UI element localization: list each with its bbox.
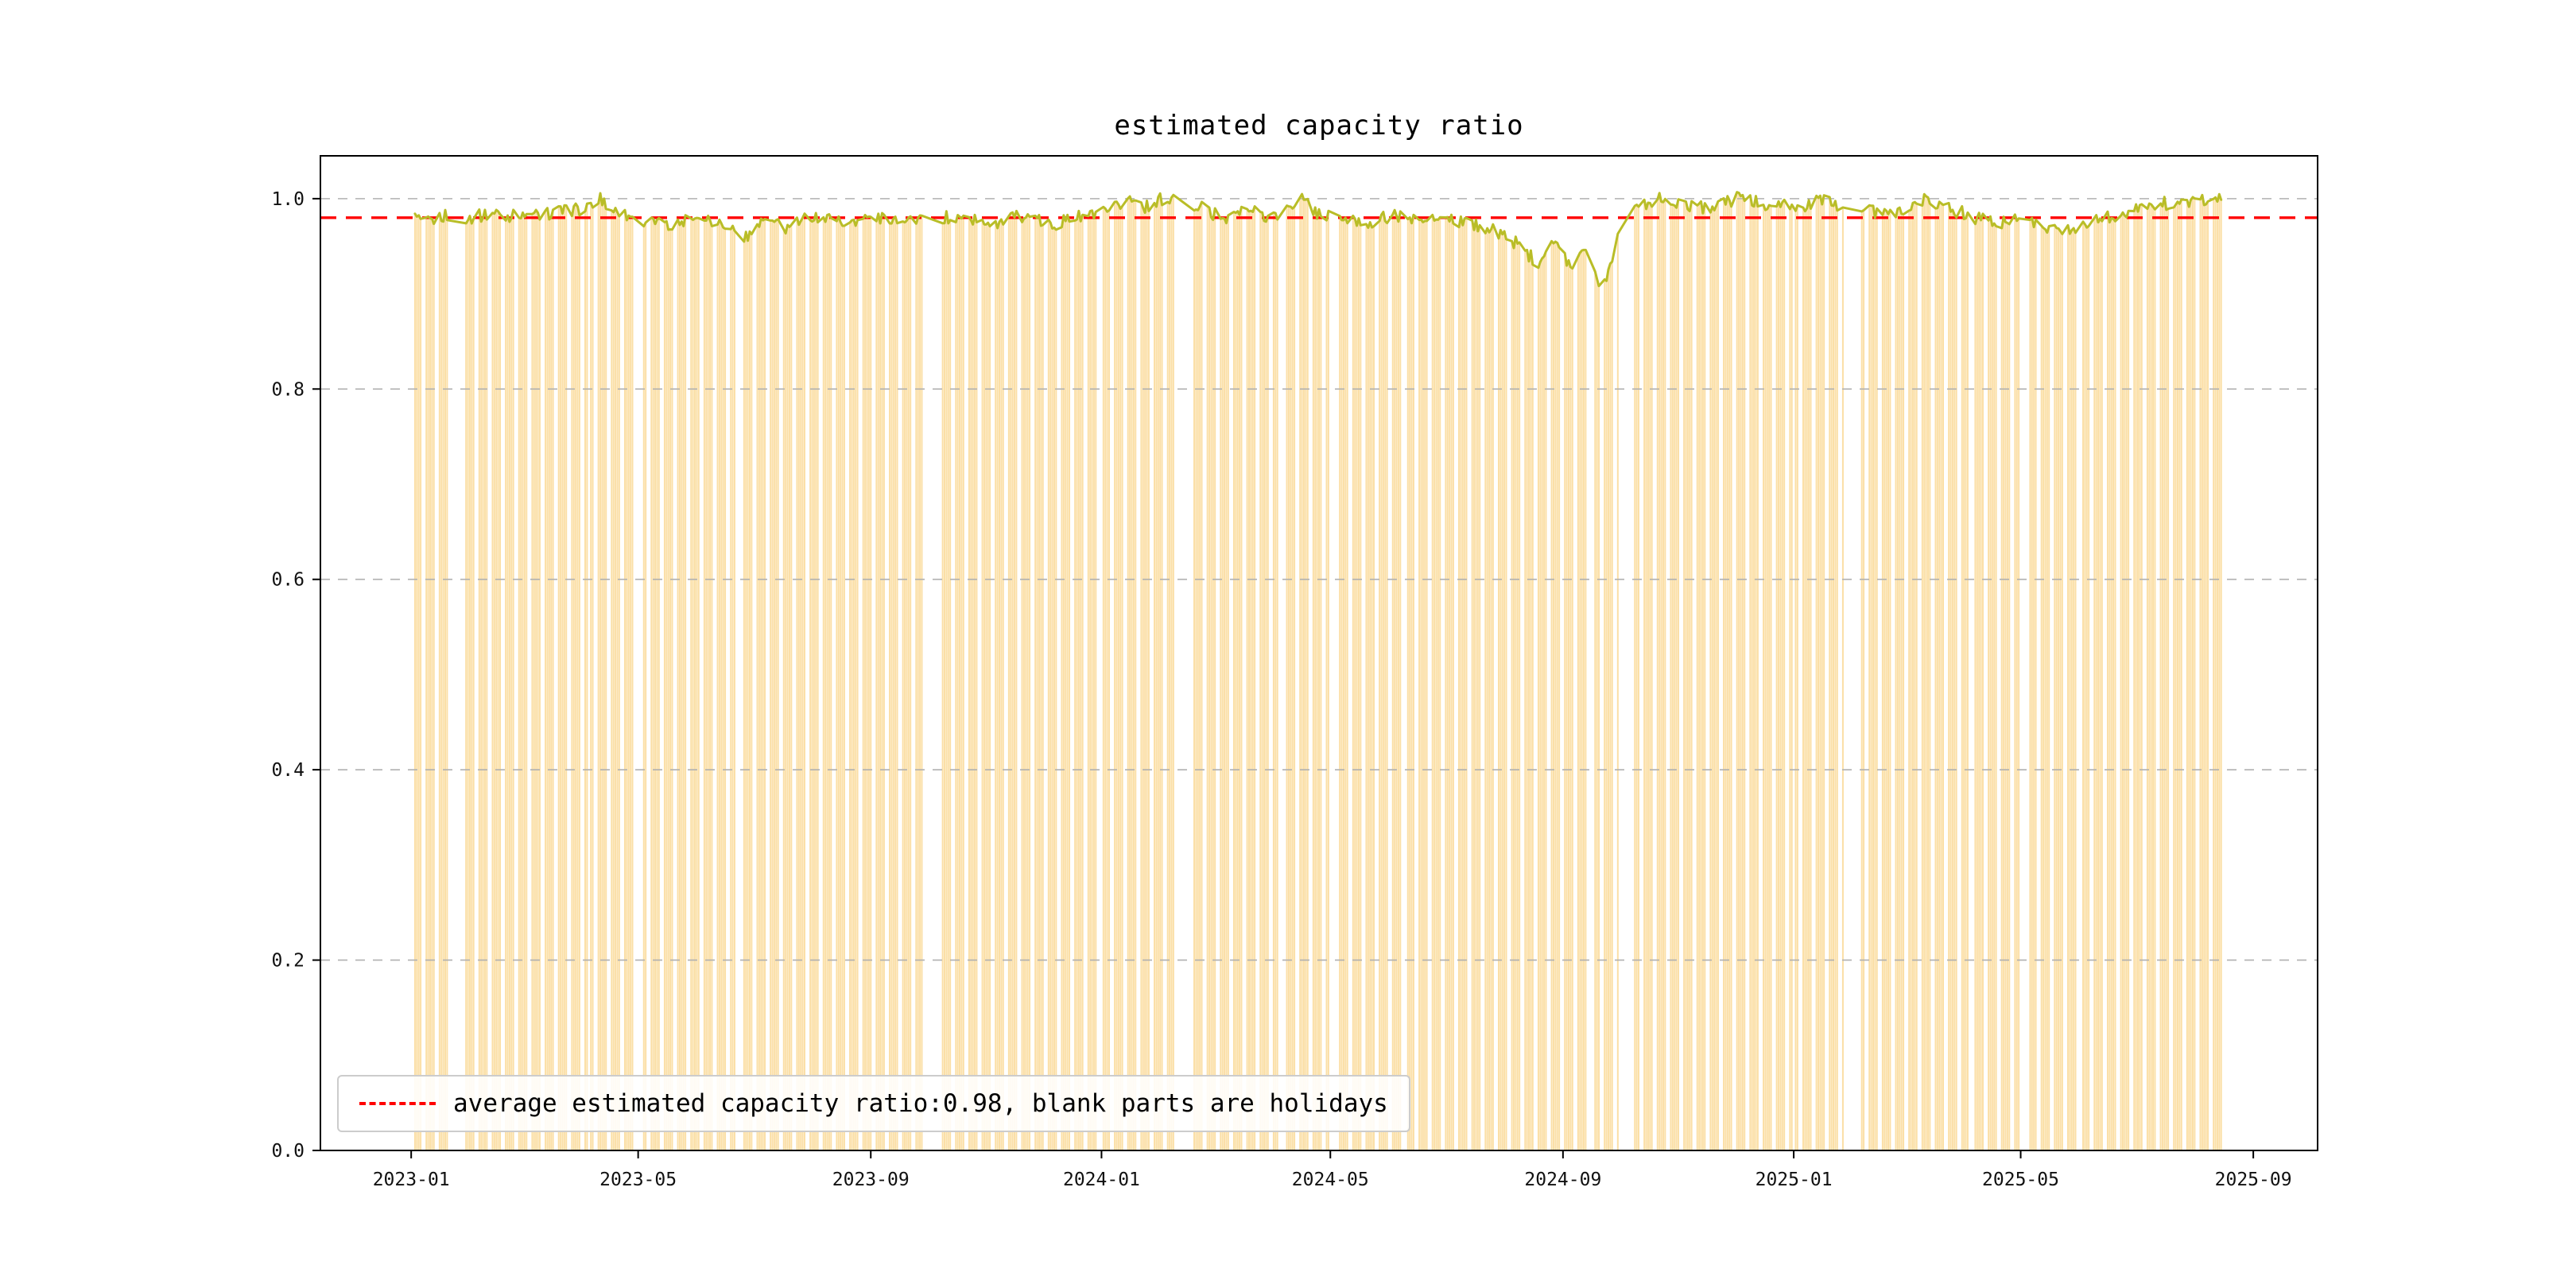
y-tick-label: 1.0: [271, 189, 305, 210]
ratio-line: [413, 191, 2223, 288]
axes: 0.0 0.2 0.4 0.6 0.8 1.0 2023-01 2023-05 2023-09 2…: [271, 155, 2318, 1190]
y-tick-label: 0.2: [271, 951, 305, 972]
gridlines: [320, 198, 2318, 1151]
y-tick-label: 0.4: [271, 760, 305, 781]
x-tick-label: 2024-01: [1063, 1170, 1140, 1190]
daily-ratio-bars: [413, 192, 2222, 1151]
y-tick-label: 0.6: [271, 570, 305, 591]
plot-border: [320, 155, 2318, 1151]
x-tick-label: 2023-05: [599, 1170, 677, 1190]
x-tick-label: 2023-01: [373, 1170, 450, 1190]
legend-label: average estimated capacity ratio:0.98, b…: [453, 1089, 1388, 1118]
y-tick-label: 0.0: [271, 1141, 305, 1162]
average-line-swatch: [359, 1102, 436, 1105]
x-tick-label: 2023-09: [832, 1170, 910, 1190]
x-tick-label: 2025-01: [1755, 1170, 1833, 1190]
x-tick-label: 2024-09: [1524, 1170, 1601, 1190]
data-lines: [320, 191, 2318, 288]
x-tick-label: 2024-05: [1292, 1170, 1369, 1190]
x-tick-label: 2025-05: [1982, 1170, 2059, 1190]
y-tick-label: 0.8: [271, 379, 305, 400]
legend: average estimated capacity ratio:0.98, b…: [337, 1075, 1410, 1132]
x-tick-label: 2025-09: [2215, 1170, 2292, 1190]
chart-title: estimated capacity ratio: [1114, 110, 1524, 142]
